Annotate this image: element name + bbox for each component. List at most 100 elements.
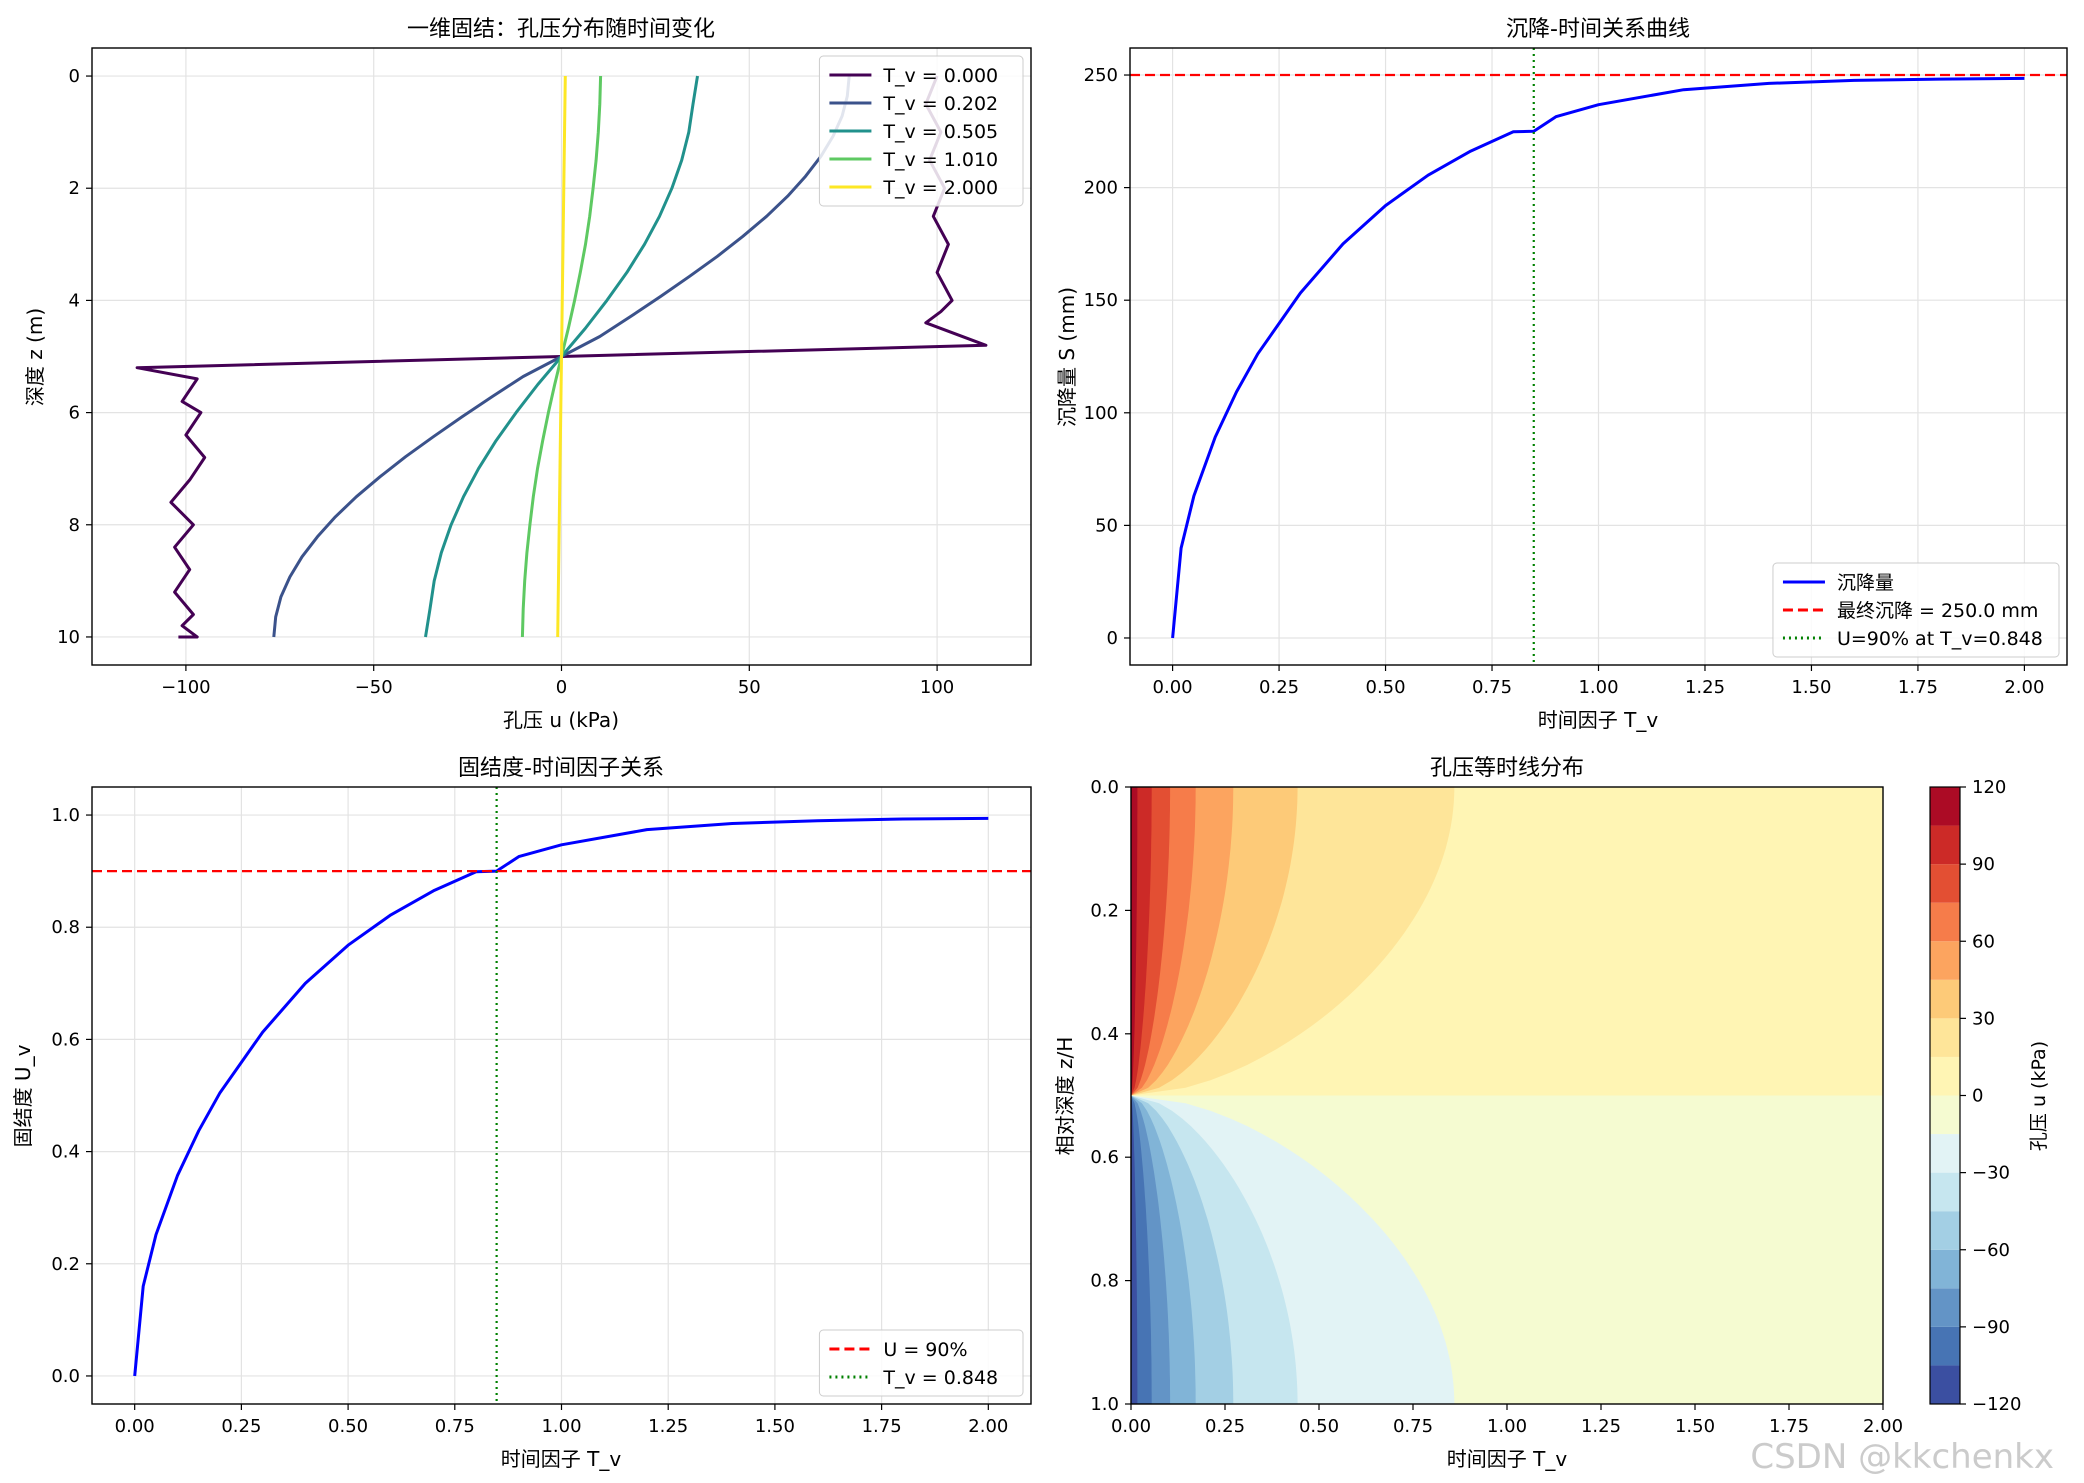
- x-tick-label: 2.00: [2004, 677, 2044, 698]
- y-tick-label: 200: [1084, 178, 1118, 199]
- colorbar-tick-label: 0: [1972, 1086, 1983, 1107]
- x-tick-label: 0.50: [1299, 1416, 1339, 1437]
- colorbar-segment: [1930, 825, 1960, 865]
- y-tick-label: 50: [1095, 515, 1118, 536]
- x-tick-label: 1.75: [1769, 1416, 1809, 1437]
- colorbar-tick-label: −60: [1972, 1240, 2010, 1261]
- y-axis-label: 固结度 U_v: [11, 1044, 35, 1147]
- watermark: CSDN @kkchenkx: [1750, 1437, 2054, 1477]
- x-tick-label: 0.00: [1111, 1416, 1151, 1437]
- x-axis-label: 时间因子 T_v: [501, 1447, 622, 1471]
- colorbar-segment: [1930, 1056, 1960, 1096]
- colorbar-tick-label: 30: [1972, 1008, 1995, 1029]
- colorbar-segment: [1930, 1288, 1960, 1327]
- legend-box: [1772, 562, 2060, 658]
- x-tick-label: −100: [161, 677, 210, 698]
- y-tick-label: 0: [1107, 628, 1118, 649]
- colorbar-segment: [1930, 1134, 1960, 1173]
- chart-title: 固结度-时间因子关系: [458, 756, 664, 781]
- contour-band: [1131, 787, 1138, 1096]
- x-tick-label: 1.00: [541, 1416, 581, 1437]
- y-tick-label: 100: [1084, 403, 1118, 424]
- y-tick-label: 2: [69, 178, 80, 199]
- y-tick-label: 0.6: [51, 1029, 80, 1050]
- series-line-4: [556, 75, 567, 638]
- y-tick-label: 0.8: [1090, 1271, 1119, 1292]
- series-line-0: [133, 816, 989, 1377]
- x-tick-label: 1.50: [1791, 677, 1831, 698]
- x-tick-label: 1.25: [1581, 1416, 1621, 1437]
- colorbar-segment: [1930, 1365, 1960, 1404]
- panel-pore-pressure-profiles: −100 −50 0 50 100 0 2 4 6 8 10 一维固结：孔压分布随时间变化 孔压 u…: [23, 17, 1032, 732]
- x-tick-label: 0.75: [1393, 1416, 1433, 1437]
- y-tick-label: 0.8: [51, 917, 80, 938]
- legend-label: T_v = 0.848: [882, 1367, 998, 1389]
- colorbar-segment: [1930, 1095, 1960, 1135]
- y-axis-label: 深度 z (m): [23, 308, 47, 406]
- legend-label: 最终沉降 = 250.0 mm: [1837, 600, 2038, 622]
- colorbar-segment: [1930, 1249, 1960, 1289]
- y-tick-label: 0.0: [1090, 777, 1119, 798]
- panel-settlement-curve: 0.00 0.25 0.50 0.75 1.00 1.25 1.50 1.75 2.00 0 50 1…: [1055, 17, 2068, 732]
- chart-title: 沉降-时间关系曲线: [1506, 17, 1690, 42]
- y-tick-label: 0: [69, 66, 80, 87]
- x-tick-label: 50: [738, 677, 761, 698]
- colorbar-tick-label: 90: [1972, 854, 1995, 875]
- colorbar-tick-label: −120: [1972, 1394, 2021, 1415]
- x-tick-label: 0.25: [221, 1416, 261, 1437]
- chart-title: 一维固结：孔压分布随时间变化: [407, 17, 715, 42]
- colorbar-segment: [1930, 979, 1960, 1019]
- colorbar-segment: [1930, 864, 1960, 903]
- x-tick-label: 0.50: [328, 1416, 368, 1437]
- legend-label: T_v = 0.000: [882, 65, 998, 87]
- y-tick-label: 0.6: [1090, 1147, 1119, 1168]
- y-tick-label: 1.0: [1090, 1394, 1119, 1415]
- x-tick-label: 1.75: [1898, 677, 1938, 698]
- chart-title: 孔压等时线分布: [1430, 756, 1584, 781]
- legend-label: T_v = 0.202: [882, 93, 998, 115]
- y-tick-label: 8: [69, 515, 80, 536]
- y-tick-label: 0.2: [51, 1254, 80, 1275]
- x-tick-label: 0.25: [1205, 1416, 1245, 1437]
- colorbar-tick-label: −90: [1972, 1317, 2010, 1338]
- colorbar-segment: [1930, 1326, 1960, 1366]
- legend-label: U = 90%: [883, 1339, 967, 1361]
- x-tick-label: 1.25: [1685, 677, 1725, 698]
- colorbar-tick-label: −30: [1972, 1163, 2010, 1184]
- legend-label: T_v = 1.010: [882, 149, 998, 171]
- y-tick-label: 0.4: [51, 1142, 80, 1163]
- x-tick-label: 1.50: [1675, 1416, 1715, 1437]
- panel-isochrone-contour: 0.00 0.25 0.50 0.75 1.0 0 1.25 1.50 1.75 2.00 0.0 0…: [1053, 756, 2050, 1471]
- x-axis-label: 时间因子 T_v: [1447, 1447, 1568, 1471]
- legend-label: T_v = 0.505: [882, 121, 998, 143]
- x-tick-label: 100: [920, 677, 954, 698]
- x-tick-label: 0.75: [1472, 677, 1512, 698]
- y-tick-label: 4: [69, 290, 80, 311]
- x-tick-label: 1.25: [648, 1416, 688, 1437]
- colorbar-segment: [1930, 1172, 1960, 1212]
- legend-box: [818, 1329, 1024, 1397]
- panel-consolidation-degree: 0.00 0.25 0.50 0.75 1.00 1.25 1.50 1.75 2.00 0.0 0…: [11, 756, 1032, 1471]
- legend-label: 沉降量: [1837, 572, 1894, 594]
- x-tick-label: 1.50: [755, 1416, 795, 1437]
- y-axis-label: 沉降量 S (mm): [1055, 287, 1079, 427]
- x-tick-label: 2.00: [1863, 1416, 1903, 1437]
- contour-band: [1131, 1095, 1138, 1404]
- colorbar-segment: [1930, 941, 1960, 980]
- x-axis-label: 时间因子 T_v: [1538, 708, 1659, 732]
- colorbar-segment: [1930, 902, 1960, 942]
- y-tick-label: 150: [1084, 290, 1118, 311]
- colorbar-segment: [1930, 1211, 1960, 1250]
- x-tick-label: 1.75: [862, 1416, 902, 1437]
- y-tick-label: 0.2: [1090, 900, 1119, 921]
- x-tick-label: −50: [355, 677, 393, 698]
- legend-label: T_v = 2.000: [882, 177, 998, 199]
- series-line-0: [1171, 76, 2025, 639]
- series-line-0: [135, 75, 988, 639]
- x-tick-label: 0.75: [435, 1416, 475, 1437]
- y-tick-label: 10: [57, 627, 80, 648]
- y-tick-label: 0.0: [51, 1366, 80, 1387]
- x-axis-label: 孔压 u (kPa): [503, 708, 619, 732]
- y-tick-label: 1.0: [51, 805, 80, 826]
